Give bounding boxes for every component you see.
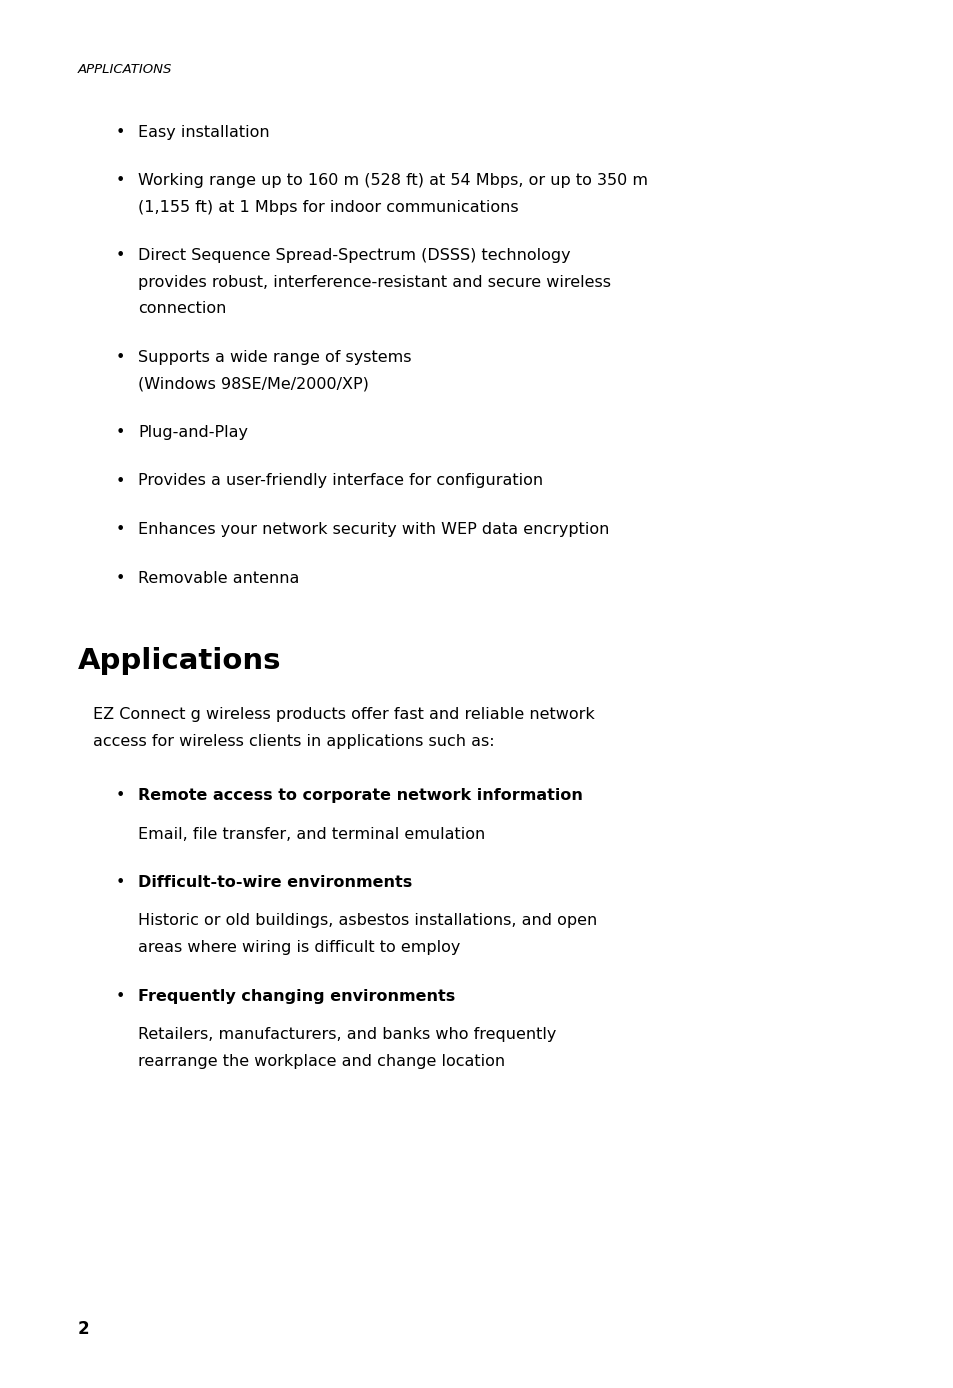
Text: Historic or old buildings, asbestos installations, and open: Historic or old buildings, asbestos inst… xyxy=(138,913,597,929)
Text: •: • xyxy=(116,473,125,489)
Text: Working range up to 160 m (528 ft) at 54 Mbps, or up to 350 m: Working range up to 160 m (528 ft) at 54… xyxy=(138,174,647,189)
Text: provides robust, interference-resistant and secure wireless: provides robust, interference-resistant … xyxy=(138,275,610,290)
Text: Easy installation: Easy installation xyxy=(138,125,270,140)
Text: Direct Sequence Spread-Spectrum (DSSS) technology: Direct Sequence Spread-Spectrum (DSSS) t… xyxy=(138,248,570,264)
Text: •: • xyxy=(116,425,125,440)
Text: Plug-and-Play: Plug-and-Play xyxy=(138,425,248,440)
Text: •: • xyxy=(116,174,125,189)
Text: (1,155 ft) at 1 Mbps for indoor communications: (1,155 ft) at 1 Mbps for indoor communic… xyxy=(138,200,518,215)
Text: Difficult-to-wire environments: Difficult-to-wire environments xyxy=(138,874,412,890)
Text: 2: 2 xyxy=(78,1320,90,1338)
Text: •: • xyxy=(116,874,125,890)
Text: •: • xyxy=(116,570,125,586)
Text: Remote access to corporate network information: Remote access to corporate network infor… xyxy=(138,788,582,804)
Text: connection: connection xyxy=(138,301,226,316)
Text: (Windows 98SE/Me/2000/XP): (Windows 98SE/Me/2000/XP) xyxy=(138,376,369,391)
Text: Supports a wide range of systems: Supports a wide range of systems xyxy=(138,350,411,365)
Text: Frequently changing environments: Frequently changing environments xyxy=(138,988,455,1004)
Text: EZ Connect g wireless products offer fast and reliable network: EZ Connect g wireless products offer fas… xyxy=(92,706,594,722)
Text: Removable antenna: Removable antenna xyxy=(138,570,299,586)
Text: areas where wiring is difficult to employ: areas where wiring is difficult to emplo… xyxy=(138,940,460,955)
Text: •: • xyxy=(116,522,125,537)
Text: Retailers, manufacturers, and banks who frequently: Retailers, manufacturers, and banks who … xyxy=(138,1027,556,1042)
Text: •: • xyxy=(116,350,125,365)
Text: •: • xyxy=(116,248,125,264)
Text: APPLICATIONS: APPLICATIONS xyxy=(78,62,172,76)
Text: •: • xyxy=(116,125,125,140)
Text: Email, file transfer, and terminal emulation: Email, file transfer, and terminal emula… xyxy=(138,826,485,841)
Text: Applications: Applications xyxy=(78,647,281,675)
Text: Enhances your network security with WEP data encryption: Enhances your network security with WEP … xyxy=(138,522,609,537)
Text: access for wireless clients in applications such as:: access for wireless clients in applicati… xyxy=(92,733,494,748)
Text: rearrange the workplace and change location: rearrange the workplace and change locat… xyxy=(138,1053,504,1069)
Text: •: • xyxy=(116,788,125,804)
Text: •: • xyxy=(116,988,125,1004)
Text: Provides a user-friendly interface for configuration: Provides a user-friendly interface for c… xyxy=(138,473,542,489)
